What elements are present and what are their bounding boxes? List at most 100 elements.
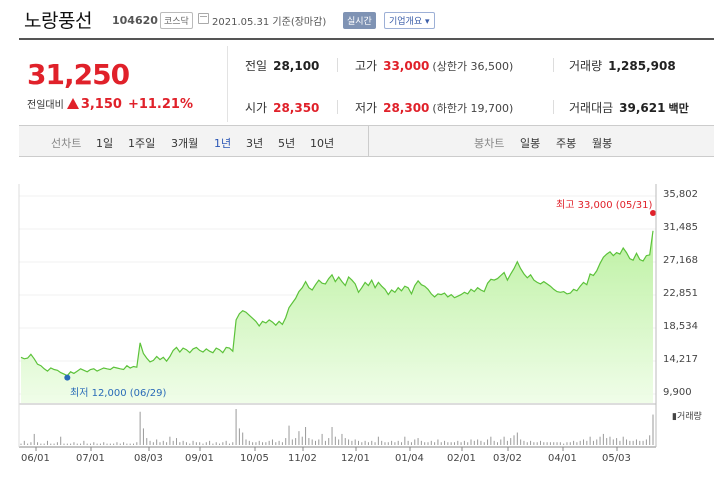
volume-bar — [377, 436, 379, 445]
volume-bar — [513, 435, 515, 445]
volume-bar — [324, 440, 326, 445]
volume-bar — [285, 438, 287, 445]
open-label: 시가 — [245, 101, 268, 115]
tab-monthly-candle[interactable]: 월봉 — [592, 137, 613, 150]
volume-bar — [321, 433, 323, 445]
volume-bar — [417, 438, 419, 445]
volume-bar — [348, 439, 350, 445]
tab-weekly-candle[interactable]: 주봉 — [556, 137, 577, 150]
volume-bar — [381, 440, 383, 445]
tab-10y[interactable]: 10년 — [310, 137, 335, 150]
price-change: 전일대비 3,150 +11.21% — [27, 96, 193, 112]
volume-bar — [490, 436, 492, 445]
volume-bar — [53, 443, 55, 445]
volume-bar — [166, 442, 168, 445]
amount-unit: 백만 — [668, 102, 689, 115]
volume-bar — [410, 442, 412, 445]
volume-bar — [146, 438, 148, 445]
change-label: 전일대비 — [27, 100, 64, 111]
volume-bar — [503, 436, 505, 445]
volume-bar — [106, 443, 108, 445]
volume-bar — [133, 443, 135, 445]
y-tick-label: 27,168 — [663, 255, 698, 266]
volume-bar — [629, 440, 631, 445]
volume-bar — [318, 439, 320, 445]
volume-bar — [563, 443, 565, 445]
realtime-button[interactable]: 실시간 — [343, 12, 376, 29]
tab-daily-candle[interactable]: 일봉 — [520, 137, 541, 150]
volume-bar — [129, 443, 131, 445]
prev-label: 전일 — [245, 59, 268, 73]
volume-bar — [543, 442, 545, 445]
volume-bar — [516, 432, 518, 445]
current-price: 31,250 — [27, 58, 130, 91]
volume-bar — [341, 433, 343, 445]
tab-5y[interactable]: 5년 — [278, 137, 296, 150]
volume-bar — [199, 442, 201, 445]
volume-bar — [308, 438, 310, 445]
volume-bar — [195, 442, 197, 445]
volume-bar — [622, 436, 624, 445]
volume-bar — [401, 442, 403, 445]
tab-1d[interactable]: 1일 — [96, 137, 114, 150]
volume-bar — [76, 443, 78, 445]
tab-1w[interactable]: 1주일 — [128, 137, 156, 150]
candle-chart-label: 봉차트 — [474, 137, 505, 150]
company-info-button[interactable]: 기업개요 ▾ — [384, 12, 435, 29]
amount-label: 거래대금 — [569, 101, 614, 115]
volume-bar — [354, 439, 356, 445]
volume-bar — [268, 440, 270, 445]
volume-bar — [219, 443, 221, 445]
volume-bar — [314, 440, 316, 445]
volume-bar — [182, 440, 184, 445]
volume-bar — [63, 443, 65, 445]
volume-bar — [43, 443, 45, 445]
volume-bar — [612, 439, 614, 445]
prev-close: 전일 28,100 — [245, 57, 319, 74]
volume-bar — [434, 442, 436, 445]
volume-bar — [639, 440, 641, 445]
volume-bar — [37, 442, 39, 445]
volume-bar — [136, 442, 138, 445]
tab-1y[interactable]: 1년 — [214, 137, 232, 150]
y-tick-label: 22,851 — [663, 288, 698, 299]
tabs-divider — [368, 126, 369, 157]
volume-bar — [328, 438, 330, 445]
volume-bar — [96, 443, 98, 445]
volume-bar — [271, 439, 273, 445]
volume-bar — [576, 442, 578, 445]
tab-3m[interactable]: 3개월 — [171, 137, 199, 150]
volume-bar — [222, 442, 224, 445]
volume-bar — [477, 439, 479, 445]
x-tick-label: 08/03 — [134, 453, 163, 464]
day-high: 고가 33,000 (상한가 36,500) — [355, 57, 513, 74]
high-value: 33,000 — [383, 59, 430, 73]
volume-bar — [245, 439, 247, 445]
volume-bar — [645, 439, 647, 445]
volume-bar — [202, 443, 204, 445]
price-chart-svg — [18, 184, 657, 451]
volume-label: 거래량 — [569, 59, 603, 73]
volume-bar — [235, 409, 237, 445]
upper-limit: (상한가 36,500) — [432, 60, 514, 73]
cell-divider — [337, 100, 338, 114]
calendar-icon — [198, 13, 209, 24]
stock-code: 104620 — [112, 14, 158, 27]
volume-bar — [493, 440, 495, 445]
volume-bar — [510, 438, 512, 445]
up-triangle-icon — [66, 98, 79, 109]
volume-bar — [414, 439, 416, 445]
x-tick-label: 12/01 — [341, 453, 370, 464]
low-marker — [64, 374, 71, 381]
volume: 거래량 1,285,908 — [569, 57, 676, 74]
volume-bar — [609, 436, 611, 445]
volume-bar — [430, 440, 432, 445]
volume-bar — [526, 442, 528, 445]
stock-name: 노랑풍선 — [24, 10, 92, 32]
volume-bar — [361, 442, 363, 445]
tab-3y[interactable]: 3년 — [246, 137, 264, 150]
volume-bar — [73, 442, 75, 445]
summary-divider — [227, 46, 228, 122]
volume-bar — [427, 442, 429, 445]
volume-bar — [89, 443, 91, 445]
